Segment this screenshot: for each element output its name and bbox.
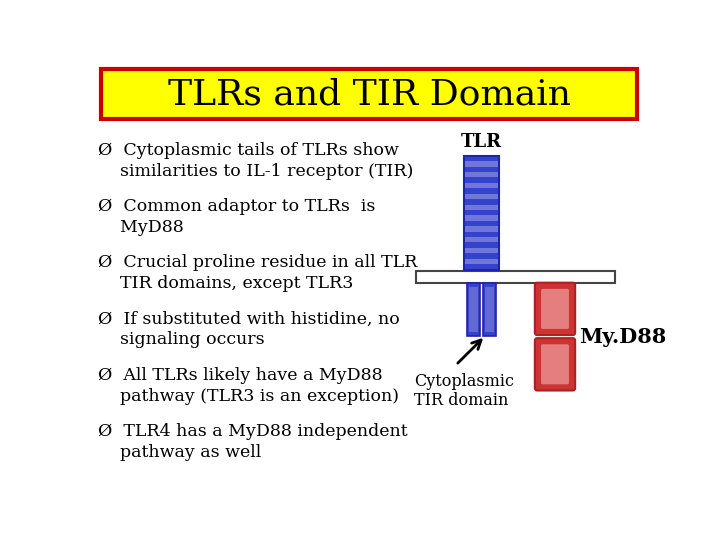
Bar (465, 161, 498, 166)
FancyBboxPatch shape (541, 289, 569, 329)
Bar (465, 194, 498, 199)
Bar (465, 215, 498, 221)
Bar (465, 205, 498, 210)
Text: Ø  Cytoplasmic tails of TLRs show
    similarities to IL-1 receptor (TIR): Ø Cytoplasmic tails of TLRs show similar… (98, 142, 413, 180)
Text: Cytoplasmic
TIR domain: Cytoplasmic TIR domain (414, 373, 514, 409)
Bar (485, 287, 494, 332)
Bar (465, 237, 498, 242)
Text: TLRs and TIR Domain: TLRs and TIR Domain (168, 77, 570, 111)
Bar (465, 226, 498, 232)
Text: Ø  All TLRs likely have a MyD88
    pathway (TLR3 is an exception): Ø All TLRs likely have a MyD88 pathway (… (98, 367, 399, 404)
Text: TLR: TLR (461, 133, 502, 151)
Bar (465, 248, 498, 253)
Bar (467, 284, 480, 336)
FancyBboxPatch shape (535, 283, 575, 335)
Bar (465, 183, 498, 188)
Text: My.D88: My.D88 (579, 327, 666, 347)
Bar (483, 284, 496, 336)
Bar (465, 259, 498, 264)
Text: Ø  Common adaptor to TLRs  is
    MyD88: Ø Common adaptor to TLRs is MyD88 (98, 198, 375, 236)
Bar (464, 156, 499, 269)
Text: Ø  If substituted with histidine, no
    signaling occurs: Ø If substituted with histidine, no sign… (98, 310, 400, 348)
FancyBboxPatch shape (541, 345, 569, 384)
Text: Ø  TLR4 has a MyD88 independent
    pathway as well: Ø TLR4 has a MyD88 independent pathway a… (98, 423, 408, 461)
Bar (465, 172, 498, 177)
Text: Ø  Crucial proline residue in all TLR
    TIR domains, except TLR3: Ø Crucial proline residue in all TLR TIR… (98, 254, 417, 292)
Bar (415, 271, 616, 284)
Bar (101, 70, 637, 119)
Bar (469, 287, 477, 332)
FancyBboxPatch shape (535, 338, 575, 390)
